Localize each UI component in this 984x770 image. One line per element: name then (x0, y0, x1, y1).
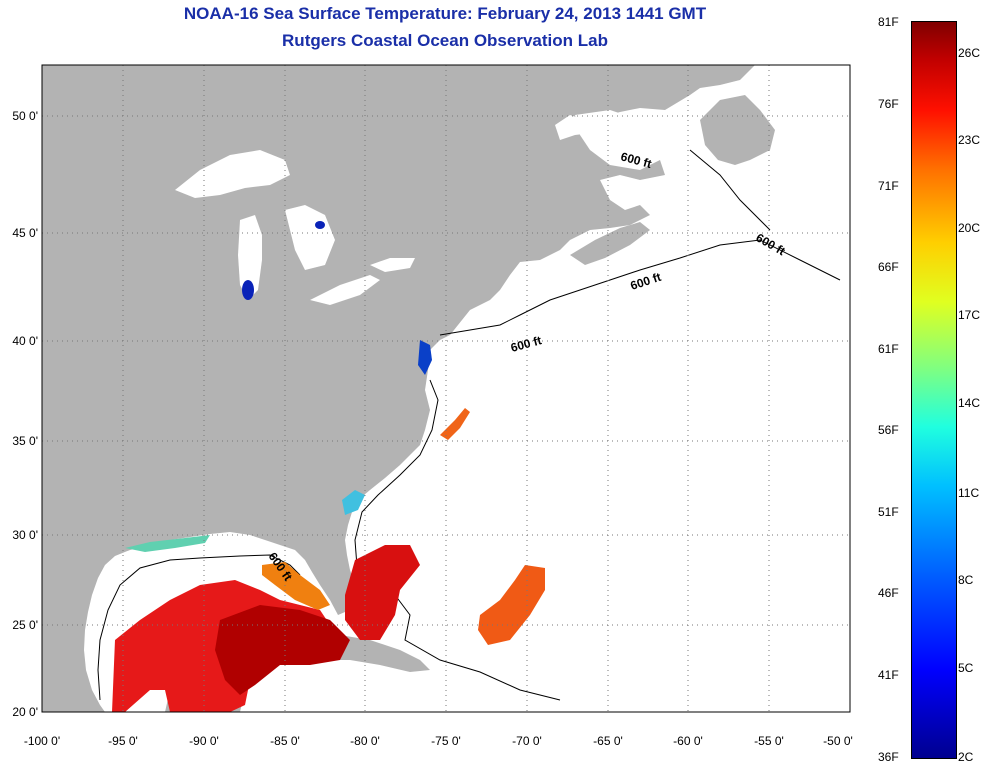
title-line-1: NOAA-16 Sea Surface Temperature: Februar… (183, 4, 707, 23)
gulf-st-lawrence (575, 110, 665, 170)
land-nova-scotia (570, 222, 650, 265)
map-frame (41, 64, 851, 713)
sst-sargasso (478, 565, 545, 645)
lon-tick: -65 0' (593, 734, 623, 748)
lon-tick: -95 0' (108, 734, 138, 748)
lon-tick: -70 0' (512, 734, 542, 748)
colorbar-f-label: 81F (878, 15, 899, 29)
lat-tick: 20 0' (12, 705, 38, 719)
colorbar-c-label: 2C (958, 750, 974, 764)
colorbar-f-label: 51F (878, 505, 899, 519)
lake-huron (285, 205, 335, 270)
sst-gulf-hot (215, 605, 350, 695)
lat-ticks: 50 0' 45 0' 40 0' 35 0' 30 0' 25 0' 20 0… (12, 109, 38, 719)
sst-texas-coast (125, 535, 210, 552)
colorbar (911, 21, 957, 759)
colorbar-c-label: 5C (958, 661, 974, 675)
colorbar-f-label: 71F (878, 179, 899, 193)
lon-tick: -75 0' (431, 734, 461, 748)
lake-michigan (238, 215, 262, 300)
colorbar-c-label: 17C (958, 308, 981, 322)
colorbar-f-label: 66F (878, 260, 899, 274)
lon-ticks: -100 0' -95 0' -90 0' -85 0' -80 0' -75 … (24, 734, 853, 748)
lat-tick: 40 0' (12, 334, 38, 348)
lat-tick: 45 0' (12, 226, 38, 240)
sst-straits (345, 545, 420, 640)
lon-tick: -50 0' (823, 734, 853, 748)
lon-tick: -100 0' (24, 734, 60, 748)
sst-west-florida (262, 562, 330, 610)
lon-tick: -60 0' (673, 734, 703, 748)
colorbar-f-label: 76F (878, 97, 899, 111)
colorbar-c-label: 20C (958, 221, 981, 235)
colorbar-f-label: 36F (878, 750, 899, 764)
lake-michigan-sst (242, 280, 254, 300)
lon-tick: -55 0' (754, 734, 784, 748)
lon-tick: -85 0' (270, 734, 300, 748)
lake-erie (310, 275, 380, 305)
colorbar-c-label: 23C (958, 133, 981, 147)
colorbar-c-label: 26C (958, 46, 981, 60)
lake-ontario (370, 258, 415, 272)
title-line-2: Rutgers Coastal Ocean Observation Lab (282, 31, 608, 50)
colorbar-c-label: 11C (958, 486, 980, 500)
lat-tick: 30 0' (12, 528, 38, 542)
colorbar-f-label: 56F (878, 423, 899, 437)
lake-superior-sst (315, 221, 325, 229)
lat-tick: 25 0' (12, 618, 38, 632)
sst-gulfstream-north (440, 408, 470, 440)
lon-tick: -80 0' (350, 734, 380, 748)
colorbar-f-label: 46F (878, 586, 899, 600)
land-newfoundland (700, 95, 775, 165)
land-north-america (42, 65, 755, 712)
lon-tick: -90 0' (189, 734, 219, 748)
sst-carolina (342, 490, 365, 515)
colorbar-f-label: 41F (878, 668, 899, 682)
lat-tick: 35 0' (12, 434, 38, 448)
lat-tick: 50 0' (12, 109, 38, 123)
colorbar-c-label: 14C (958, 396, 981, 410)
colorbar-f-label: 61F (878, 342, 899, 356)
colorbar-c-label: 8C (958, 573, 974, 587)
sst-chesapeake (418, 340, 432, 375)
